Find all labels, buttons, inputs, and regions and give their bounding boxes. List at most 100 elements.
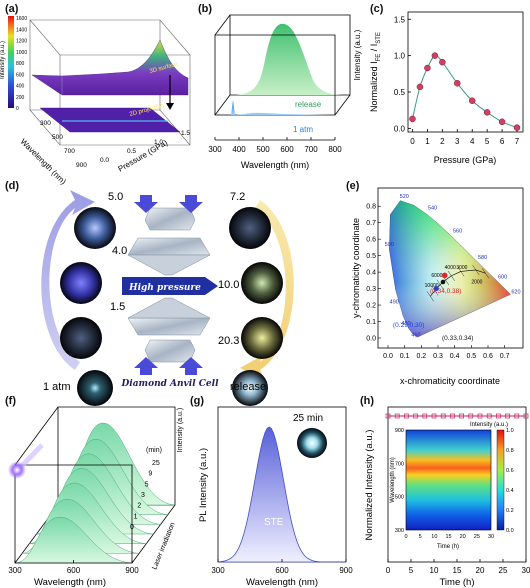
wavelength-label: 460 xyxy=(411,332,420,338)
wavelength-label: 520 xyxy=(400,194,409,200)
panel-e-cie-diagram: 0.0 0.1 0.2 0.3 0.4 0.5 0.6 0.7 0.0 0.1 0.2 0.3 0.4 0… xyxy=(351,187,524,386)
panel-h-x-tick: 20 xyxy=(476,566,485,575)
data-point xyxy=(513,124,521,131)
glow-25min xyxy=(297,428,327,458)
panel-e-xlabel: x-chromaticity coordinate xyxy=(400,376,500,386)
panel-e-y-tick: 0.5 xyxy=(366,253,376,260)
time-label: 2 xyxy=(137,503,141,510)
panel-h-x-ticks: 0 5 10 15 20 25 30 xyxy=(386,559,530,575)
isotemperature-line xyxy=(457,266,465,277)
panel-e-x-tick: 0.6 xyxy=(483,353,493,360)
panel-h-ylabel: Normalized Intensity (a.u.) xyxy=(364,430,375,541)
inset-x-tick: 5 xyxy=(419,534,422,540)
panel-label-c: (c) xyxy=(370,3,384,15)
ste-emission-peak xyxy=(217,426,346,563)
wavelength-tick: 900 xyxy=(76,162,87,169)
panel-e-x-tick: 0.3 xyxy=(433,353,443,360)
coord-label-1: (0.34,0.38) xyxy=(430,288,461,295)
panel-f-x-tick: 300 xyxy=(8,566,22,575)
point-0.34-0.38 xyxy=(441,272,448,279)
pressure-4.0: 4.0 xyxy=(112,245,127,257)
panel-label-a: (a) xyxy=(5,3,19,15)
time-label: 1 xyxy=(134,513,138,520)
data-point xyxy=(440,413,446,419)
panel-h-x-tick: 10 xyxy=(430,566,439,575)
diamond-anvil-cell: High pressure Diamond Anvil Cell xyxy=(120,195,219,389)
colorbar-ticks: 1600 1400 1200 1000 800 600 400 200 0 xyxy=(16,16,27,112)
high-pressure-label: High pressure xyxy=(128,283,201,293)
panel-g-ylabel: PL Intensity (a.u.) xyxy=(198,448,209,522)
inset-colorbar xyxy=(496,429,505,531)
panel-d-schematic: 5.0 4.0 1.5 1 atm 7.2 10.0 20.3 release … xyxy=(41,190,294,406)
glow-7.2 xyxy=(229,207,271,249)
data-point xyxy=(483,109,491,116)
panel-e-y-tick: 0.1 xyxy=(366,319,376,326)
wavelength-label: 490 xyxy=(390,299,399,305)
temperature-label: 6000 xyxy=(431,273,442,279)
panel-c-x-tick: 7 xyxy=(515,137,520,146)
panel-e-y-tick: 0.4 xyxy=(366,270,376,277)
time-label: 5 xyxy=(145,481,149,488)
panel-f-ylabel: Intensity (a.u.) xyxy=(177,408,184,452)
panel-label-b: (b) xyxy=(198,3,213,15)
wavelength-label: 480 xyxy=(401,321,410,327)
inset-y-tick: 700 xyxy=(395,461,404,467)
3d-surface xyxy=(31,39,189,96)
panel-b-x-tick: 300 xyxy=(208,145,222,154)
isotemperature-line xyxy=(436,279,444,290)
panel-c-points xyxy=(409,52,521,131)
panel-b-x-ticks: 300 400 500 600 700 800 xyxy=(208,137,342,154)
time-label: 0 xyxy=(130,524,134,531)
inset-y-tick: 900 xyxy=(395,428,404,434)
panel-e-y-tick: 0.8 xyxy=(366,204,376,211)
panel-f-spectra xyxy=(14,422,176,564)
data-point xyxy=(450,413,455,419)
panel-f-x-tick: 600 xyxy=(67,566,81,575)
wavelength-tick: 300 xyxy=(40,120,51,127)
panel-b-x-tick: 600 xyxy=(280,145,294,154)
data-point xyxy=(496,413,501,419)
panel-e-x-tick: 0.1 xyxy=(400,353,410,360)
panel-c-x-tick: 5 xyxy=(485,137,490,146)
colorbar-tick: 1000 xyxy=(16,50,27,56)
wavelength-tick: 500 xyxy=(52,134,63,141)
inset-colorbar-tick: 0.2 xyxy=(506,508,514,514)
isotemperature-line xyxy=(472,264,480,276)
temperature-label: 2000 xyxy=(471,280,482,286)
pressure-10.0: 10.0 xyxy=(218,279,239,291)
panel-b-ylabel: Intensity (a.u.) xyxy=(353,29,362,80)
panel-f-xlabel: Wavelength (nm) xyxy=(34,577,106,588)
point-0.29-0.30 xyxy=(433,286,439,292)
inset-x-tick: 30 xyxy=(488,534,494,540)
data-point xyxy=(468,413,474,419)
colorbar xyxy=(8,16,14,108)
pressure-1atm: 1 atm xyxy=(43,381,71,393)
pressure-1.5: 1.5 xyxy=(110,301,125,313)
panel-b-x-tick: 500 xyxy=(256,145,270,154)
panel-c-xlabel: Pressure (GPa) xyxy=(434,155,497,165)
inset-colorbar-tick: 1.0 xyxy=(506,428,514,434)
wavelength-label: 600 xyxy=(498,275,507,281)
panel-c-y-tick: 0.5 xyxy=(394,88,406,97)
panel-e-x-tick: 0.5 xyxy=(466,353,476,360)
panel-e-y-tick: 0.0 xyxy=(366,336,376,343)
wavelength-label: 500 xyxy=(385,242,394,248)
data-point xyxy=(439,58,446,66)
panel-label-d: (d) xyxy=(5,180,20,192)
panel-f-x-tick: 900 xyxy=(125,566,139,575)
data-point xyxy=(505,413,510,419)
pressure-axis-label: Pressure (GPa) xyxy=(117,138,170,174)
temperature-label: 4000 xyxy=(445,265,456,271)
panel-c-x-tick: 4 xyxy=(470,137,475,146)
coord-label-3: (0.33,0.34) xyxy=(442,335,473,342)
inset-x-tick: 10 xyxy=(431,534,437,540)
pressure-tick: 1.0 xyxy=(154,139,163,146)
panel-e-x-tick: 0.0 xyxy=(383,353,393,360)
panel-c-y-tick: 0.0 xyxy=(394,124,406,133)
isotemperature-line xyxy=(426,291,434,302)
wavelength-label: 620 xyxy=(511,290,520,296)
isotemperature-line xyxy=(482,268,489,279)
panel-label-f: (f) xyxy=(5,395,16,407)
inset-x-tick: 0 xyxy=(404,534,407,540)
